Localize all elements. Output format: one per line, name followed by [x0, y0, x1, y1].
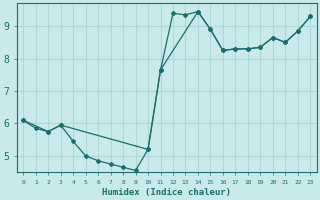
X-axis label: Humidex (Indice chaleur): Humidex (Indice chaleur) — [102, 188, 231, 197]
